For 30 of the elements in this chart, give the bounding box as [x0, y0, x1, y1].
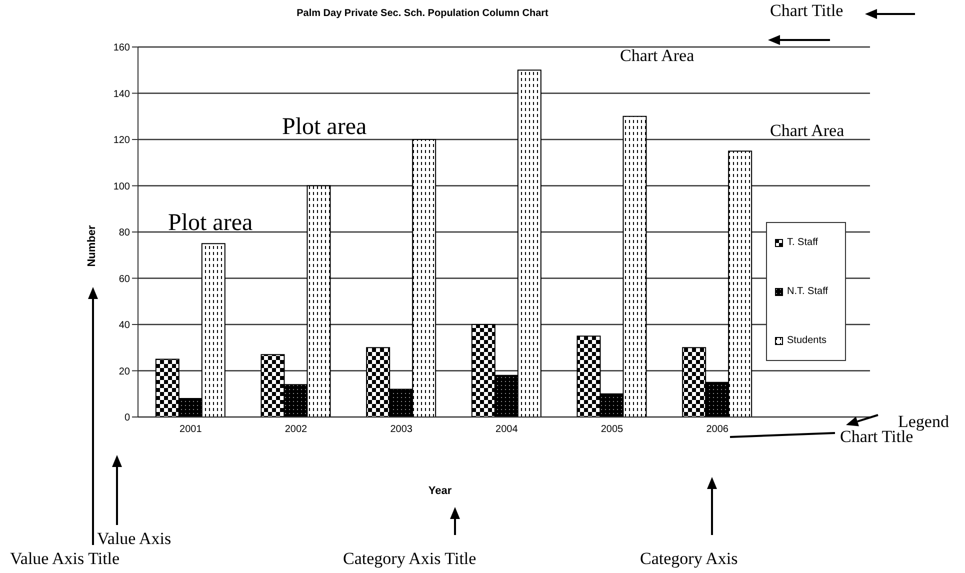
x-axis-title: Year [427, 485, 453, 497]
y-tick-label: 60 [118, 274, 130, 285]
legend-label: Students [787, 335, 826, 346]
x-tick-label: 2003 [390, 424, 413, 436]
y-axis-title: Number [86, 224, 98, 269]
y-tick-label: 140 [113, 88, 130, 100]
text: Chart Title [770, 1, 844, 21]
text: Value Axis Title [10, 549, 120, 569]
text: Value Axis [97, 529, 172, 549]
x-tick-label: 2004 [496, 424, 518, 436]
legend-label: T. Staff [787, 237, 818, 248]
annotation: Chart Area [770, 121, 844, 141]
x-tick-label: 2006 [706, 424, 729, 436]
y-tick-label: 80 [118, 228, 130, 239]
y-tick-label: 160 [113, 42, 130, 54]
y-tick-label: 100 [113, 181, 130, 192]
annotation: Chart Area [620, 46, 694, 66]
text: Category Axis Title [343, 549, 476, 569]
y-tick-label: 120 [113, 135, 130, 146]
text: Category Axis [640, 549, 738, 569]
y-tick-label: 0 [124, 412, 130, 424]
chart-title: Palm Day Private Sec. Sch. Population Column Chart [296, 8, 548, 19]
x-tick-label: 2001 [180, 424, 202, 436]
annotation: Plot area [168, 210, 253, 236]
y-tick-label: 20 [118, 366, 130, 378]
x-tick-label: 2005 [600, 424, 624, 436]
x-tick-label: 2002 [284, 424, 308, 436]
legend-label: N.T. Staff [787, 286, 828, 297]
y-tick-label: 40 [118, 320, 130, 332]
annotation: Plot area [282, 114, 367, 140]
